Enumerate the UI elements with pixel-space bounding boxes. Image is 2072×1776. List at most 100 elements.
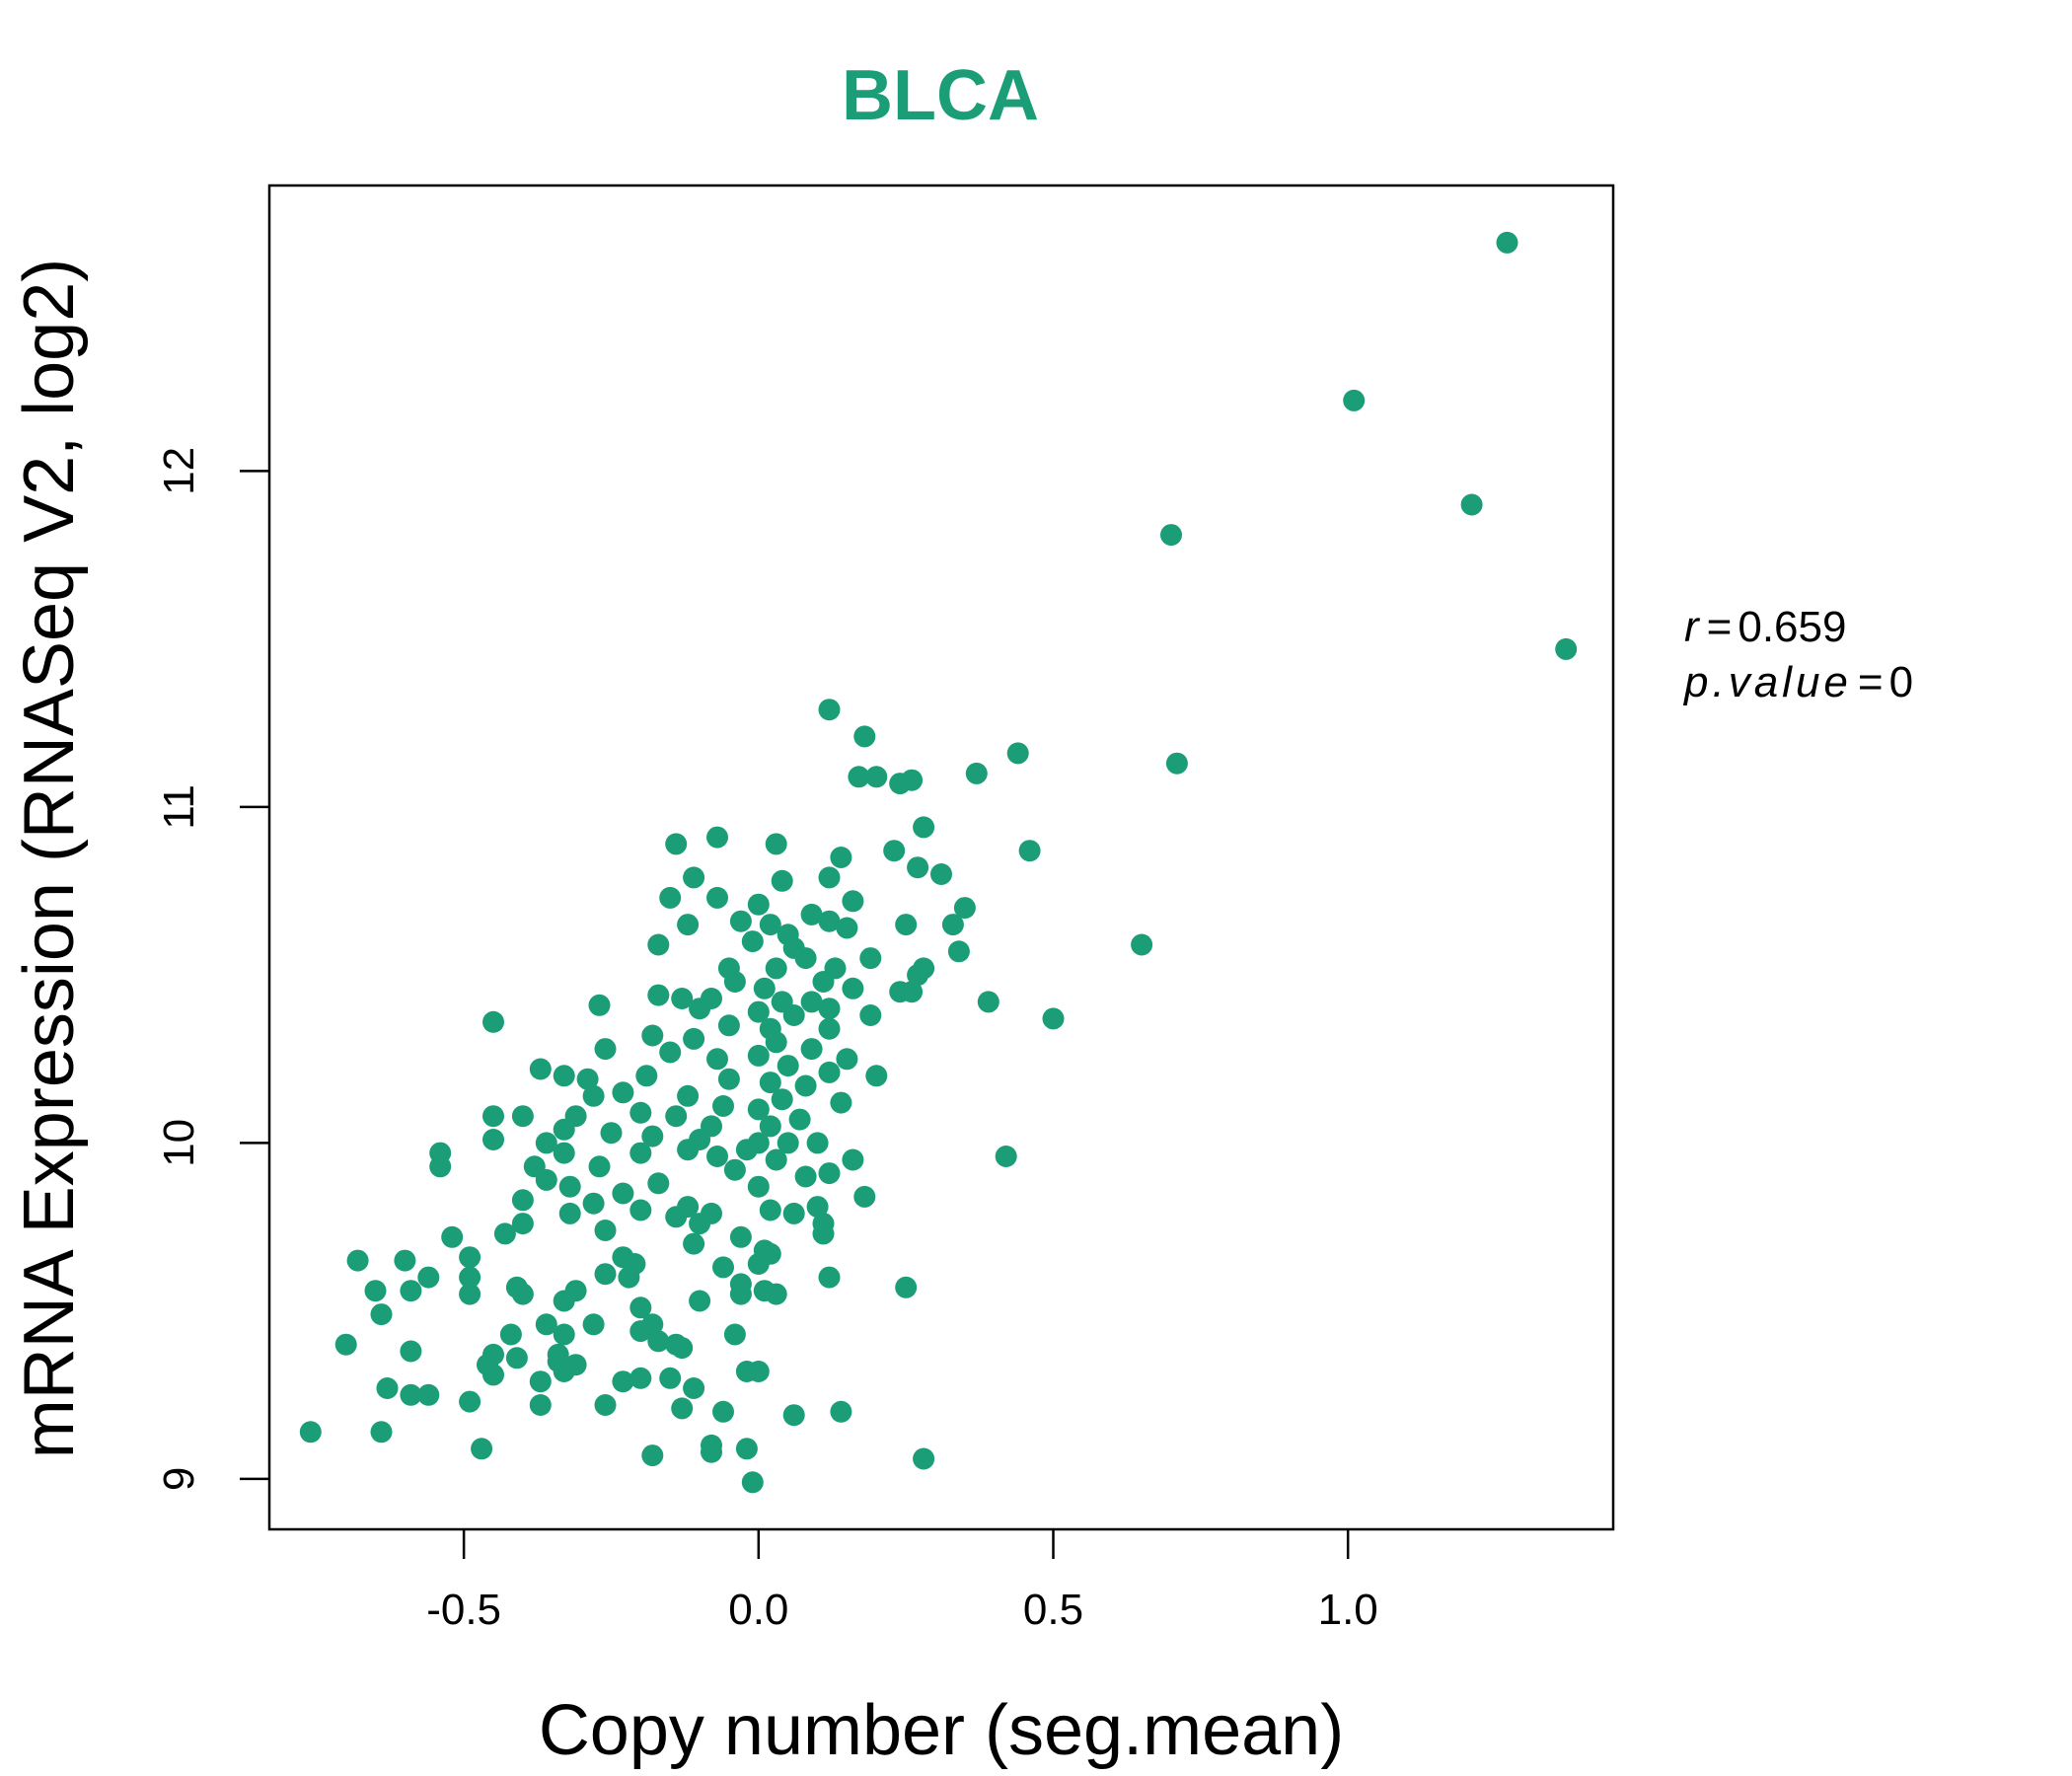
data-point (558, 1202, 581, 1224)
data-point (647, 984, 670, 1006)
data-point (759, 1072, 781, 1094)
data-point (346, 1249, 369, 1272)
p-stat-label: p.value (1682, 658, 1852, 706)
data-point (747, 1044, 770, 1067)
chart-title: BLCA (842, 56, 1039, 135)
data-point (558, 1175, 581, 1198)
data-point (706, 1048, 728, 1071)
data-point (853, 725, 876, 748)
data-point (629, 1296, 652, 1319)
data-point (883, 840, 906, 862)
y-axis-label: mRNA Expression (RNASeq V2, log2) (10, 259, 89, 1458)
data-point (535, 1313, 557, 1336)
data-point (665, 1206, 688, 1228)
data-point (618, 1266, 640, 1289)
data-point (765, 1283, 787, 1305)
data-point (735, 1438, 758, 1460)
data-point (812, 971, 835, 993)
data-point (729, 910, 752, 932)
data-point (771, 869, 793, 892)
data-point (553, 1323, 575, 1346)
data-point (777, 1132, 799, 1154)
data-point (735, 1139, 758, 1161)
data-point (848, 766, 870, 788)
data-point (865, 1065, 888, 1087)
data-point (629, 1142, 652, 1164)
data-point (747, 893, 770, 916)
data-point (701, 1434, 722, 1456)
data-point (800, 903, 823, 925)
data-point (677, 914, 700, 936)
data-point (505, 1347, 528, 1369)
data-point (759, 1199, 781, 1221)
data-point (553, 1065, 575, 1087)
data-point (641, 1444, 664, 1467)
data-point (482, 1010, 504, 1033)
data-point (913, 1447, 935, 1470)
x-tick-label: -0.5 (426, 1586, 501, 1634)
data-point (818, 1061, 841, 1083)
data-point (612, 1182, 634, 1205)
data-point (717, 1014, 740, 1037)
x-tick-label: 0.5 (1023, 1586, 1083, 1634)
data-point (747, 1175, 770, 1198)
stats-annotation: r = 0.659 p.value = 0 (1682, 603, 1913, 706)
data-point (712, 1400, 734, 1423)
data-point (511, 1213, 534, 1235)
data-point (582, 1084, 605, 1107)
data-point (677, 1084, 700, 1107)
data-point (747, 1361, 770, 1382)
data-point (765, 833, 787, 855)
data-point (782, 1202, 805, 1224)
data-point (459, 1246, 481, 1269)
data-point (995, 1146, 1017, 1167)
data-point (712, 1095, 734, 1117)
data-point (459, 1266, 481, 1289)
data-point (417, 1383, 440, 1406)
data-point (376, 1377, 399, 1399)
data-point (706, 826, 728, 849)
data-point (683, 1232, 705, 1255)
data-point (729, 1225, 752, 1248)
data-point (1160, 524, 1182, 547)
data-point (553, 1118, 575, 1141)
data-point (553, 1290, 575, 1312)
data-point (818, 699, 841, 721)
data-point (741, 1471, 764, 1494)
data-point (747, 1253, 770, 1275)
data-point (629, 1367, 652, 1389)
data-point (677, 1139, 700, 1161)
data-point (659, 1041, 682, 1064)
data-point (913, 816, 935, 839)
data-point (806, 1196, 829, 1219)
p-stat-value: 0 (1889, 658, 1913, 706)
data-point (1131, 933, 1153, 956)
data-point (953, 897, 976, 920)
data-point (765, 1031, 787, 1054)
data-point (907, 856, 929, 879)
data-point (529, 1370, 552, 1393)
data-point (765, 1148, 787, 1171)
data-point (629, 1101, 652, 1124)
data-point (659, 1367, 682, 1389)
data-point (706, 886, 728, 909)
data-point (794, 947, 817, 970)
data-point (723, 1323, 746, 1346)
data-point (806, 1132, 829, 1154)
data-point (400, 1280, 422, 1302)
data-point (842, 890, 864, 913)
data-point (771, 1088, 793, 1111)
data-point (941, 914, 964, 936)
data-point (747, 1098, 770, 1121)
data-point (723, 971, 746, 993)
data-point (759, 1115, 781, 1138)
points-layer (299, 231, 1578, 1494)
p-stat-line: p.value = 0 (1682, 658, 1913, 706)
data-point (830, 847, 852, 868)
data-point (836, 917, 858, 939)
p-stat-equals: = (1858, 658, 1884, 706)
data-point (717, 1068, 740, 1090)
data-point (865, 766, 888, 788)
data-point (782, 1004, 805, 1026)
